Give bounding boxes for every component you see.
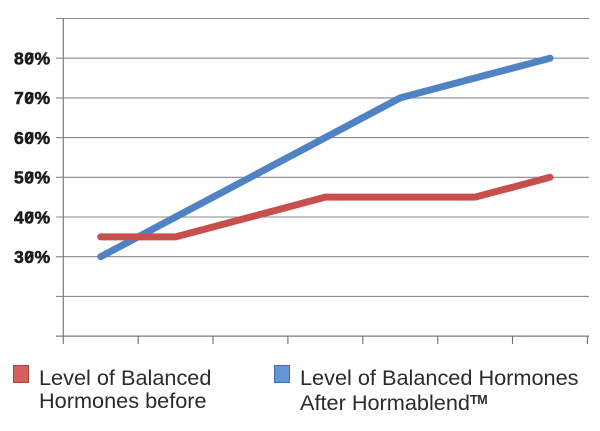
- svg-text:70%: 70%: [14, 88, 51, 108]
- svg-text:80%: 80%: [14, 49, 51, 69]
- svg-text:50%: 50%: [14, 168, 51, 188]
- svg-text:60%: 60%: [14, 128, 51, 148]
- svg-text:40%: 40%: [14, 207, 51, 227]
- svg-text:30%: 30%: [14, 247, 51, 267]
